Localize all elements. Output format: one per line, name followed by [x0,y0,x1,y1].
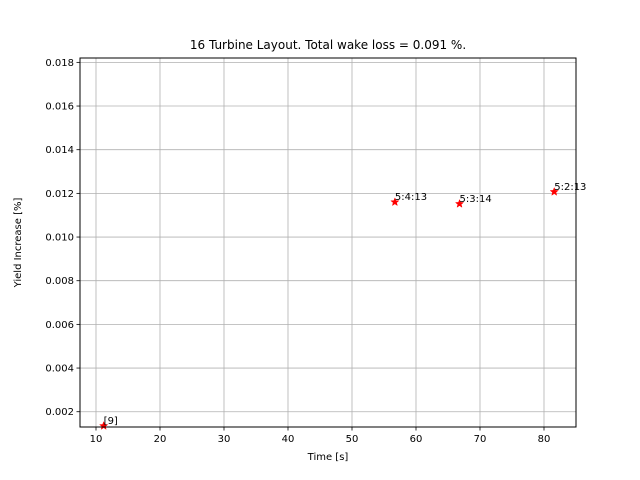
chart-title: 16 Turbine Layout. Total wake loss = 0.0… [190,38,466,52]
x-tick-label: 30 [218,434,231,445]
data-point-marker [390,197,400,207]
y-tick-label: 0.012 [45,189,74,200]
x-tick-label: 40 [282,434,295,445]
y-tick-label: 0.010 [45,233,74,244]
x-tick-label: 80 [538,434,551,445]
y-tick-label: 0.006 [45,320,74,331]
data-points: [9] 5:4:13 5:3:14 5:2:13 [99,182,586,430]
y-tick-label: 0.008 [45,276,74,287]
y-tick-label: 0.018 [45,58,74,69]
y-tick-label: 0.004 [45,364,74,375]
x-tick-label: 20 [154,434,167,445]
y-tick-label: 0.016 [45,102,74,113]
x-axis-label: Time [s] [307,452,349,463]
data-point-label: 5:3:14 [460,194,492,205]
x-tick-label: 50 [346,434,359,445]
x-tick-label: 10 [90,434,103,445]
data-point-marker [549,186,559,196]
plot-frame [79,57,577,428]
ticks: 10 20 30 40 50 60 70 80 0.002 0.004 0.006 0.008 0.01… [45,58,550,445]
grid [80,58,576,427]
data-point-label: 5:4:13 [395,192,427,203]
data-point-label: [9] [104,416,118,427]
y-tick-label: 0.002 [45,407,74,418]
y-tick-label: 0.014 [45,145,74,156]
data-point-marker [99,420,109,430]
x-tick-label: 70 [474,434,487,445]
data-point-marker [454,198,465,208]
y-axis-label: Yield Increase [%] [13,198,24,289]
x-tick-label: 60 [410,434,423,445]
data-point-label: 5:2:13 [554,182,586,193]
